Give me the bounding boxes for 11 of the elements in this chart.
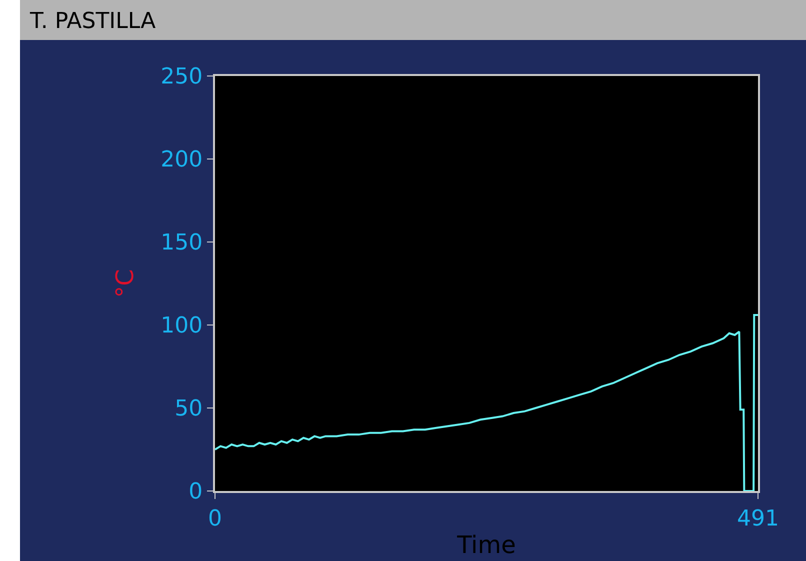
y-tick-label: 100 (160, 314, 203, 339)
y-tick-label: 200 (160, 148, 203, 173)
x-tick-label: 491 (737, 506, 779, 532)
x-axis-title: Time (456, 531, 516, 560)
y-tick-label: 50 (174, 396, 203, 422)
y-axis-title: °C (111, 269, 140, 298)
y-tick-label: 250 (160, 64, 203, 90)
line-series (215, 314, 758, 491)
y-tick-label: 0 (188, 480, 203, 505)
y-tick-label: 150 (160, 230, 203, 256)
chart-title: T. PASTILLA (20, 0, 806, 40)
